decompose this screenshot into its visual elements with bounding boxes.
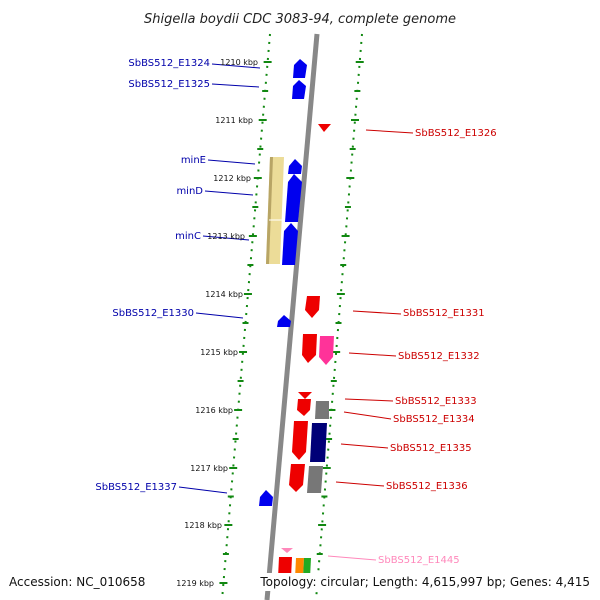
tick-label-1216: 1216 kbp	[195, 406, 233, 415]
gene-minc[interactable]	[282, 223, 298, 265]
label-sbbs512-e1324[interactable]: SbBS512_E1324	[128, 58, 210, 69]
label-sbbs512-e1330[interactable]: SbBS512_E1330	[112, 308, 194, 319]
tick-labels: 1210 kbp 1211 kbp 1212 kbp 1213 kbp 1214…	[176, 58, 258, 588]
gene-sbbs512-e1333[interactable]	[298, 392, 312, 399]
min-operon-region	[266, 157, 284, 264]
left-gene-labels: SbBS512_E1324 SbBS512_E1325 minE minD mi…	[95, 58, 210, 493]
footer-right-bg	[258, 573, 598, 591]
right-genes	[278, 124, 334, 578]
label-sbbs512-e1445[interactable]: SbBS512_E1445	[378, 555, 460, 566]
guide-lines	[221, 33, 363, 600]
footer-left-bg	[4, 573, 154, 591]
gene-sbbs512-e1334[interactable]	[297, 399, 311, 416]
gene-mind[interactable]	[285, 174, 302, 222]
leader-e1325	[211, 83, 260, 88]
leader-e1333	[344, 398, 394, 402]
leader-e1330	[195, 312, 244, 319]
guide-left	[221, 33, 271, 600]
gene-bottom-red[interactable]	[278, 557, 292, 578]
tick-label-1218: 1218 kbp	[184, 521, 222, 530]
leader-mind	[204, 190, 254, 196]
gene-sbbs512-e1336[interactable]	[289, 464, 305, 492]
tick-label-1219: 1219 kbp	[176, 579, 214, 588]
gene-sbbs512-e1332[interactable]	[302, 334, 317, 363]
guide-right	[315, 33, 363, 600]
gene-sbbs512-e1335[interactable]	[292, 421, 308, 460]
label-sbbs512-e1333[interactable]: SbBS512_E1333	[395, 396, 477, 407]
gene-sbbs512-e1332-b[interactable]	[319, 336, 334, 365]
leader-e1324	[211, 63, 261, 69]
label-sbbs512-e1334[interactable]: SbBS512_E1334	[393, 414, 475, 425]
label-mine[interactable]: minE	[181, 155, 206, 166]
gene-mine[interactable]	[288, 159, 302, 174]
blue-genes	[259, 59, 307, 506]
leader-lines	[178, 63, 414, 561]
leader-e1332	[348, 352, 397, 357]
tick-label-1210: 1210 kbp	[220, 58, 258, 67]
gene-sbbs512-e1324[interactable]	[293, 59, 307, 78]
genome-backbone	[264, 33, 320, 600]
leader-e1445	[327, 555, 377, 561]
label-mind[interactable]: minD	[176, 186, 203, 197]
gene-sbbs512-e1336-b[interactable]	[307, 466, 323, 493]
label-sbbs512-e1335[interactable]: SbBS512_E1335	[390, 443, 472, 454]
label-minc[interactable]: minC	[175, 231, 201, 242]
leader-mine	[207, 159, 256, 165]
tick-label-1212: 1212 kbp	[213, 174, 251, 183]
gene-sbbs512-e1445[interactable]	[281, 548, 293, 553]
gene-sbbs512-e1330[interactable]	[277, 315, 291, 327]
label-sbbs512-e1332[interactable]: SbBS512_E1332	[398, 351, 480, 362]
leader-e1335	[340, 443, 389, 449]
leader-e1326	[365, 129, 414, 134]
leader-e1337	[178, 486, 228, 494]
gene-sbbs512-e1337[interactable]	[259, 490, 273, 506]
label-sbbs512-e1337[interactable]: SbBS512_E1337	[95, 482, 177, 493]
label-sbbs512-e1326[interactable]: SbBS512_E1326	[415, 128, 497, 139]
right-gene-labels: SbBS512_E1326 SbBS512_E1331 SbBS512_E133…	[378, 128, 497, 566]
leader-e1336	[335, 481, 385, 487]
gene-sbbs512-e1325[interactable]	[292, 80, 306, 99]
leader-e1331	[352, 310, 402, 315]
leader-minc	[202, 235, 250, 241]
genome-summary: Topology: circular; Length: 4,615,997 bp…	[259, 575, 590, 589]
label-sbbs512-e1331[interactable]: SbBS512_E1331	[403, 308, 485, 319]
min-region-edge	[266, 157, 273, 264]
tick-label-1217: 1217 kbp	[190, 464, 228, 473]
tick-label-1214: 1214 kbp	[205, 290, 243, 299]
gene-sbbs512-e1331[interactable]	[305, 296, 320, 318]
map-title: Shigella boydii CDC 3083-94, complete ge…	[144, 12, 456, 27]
gene-sbbs512-e1334-b[interactable]	[315, 401, 329, 419]
gene-sbbs512-e1326[interactable]	[318, 124, 331, 132]
gene-sbbs512-e1335-b[interactable]	[310, 423, 327, 462]
label-sbbs512-e1336[interactable]: SbBS512_E1336	[386, 481, 468, 492]
tick-label-1213: 1213 kbp	[207, 232, 245, 241]
tick-label-1215: 1215 kbp	[200, 348, 238, 357]
tick-label-1211: 1211 kbp	[215, 116, 253, 125]
leader-e1334	[343, 411, 392, 420]
accession-label: Accession: NC_010658	[9, 575, 145, 589]
label-sbbs512-e1325[interactable]: SbBS512_E1325	[128, 79, 210, 90]
